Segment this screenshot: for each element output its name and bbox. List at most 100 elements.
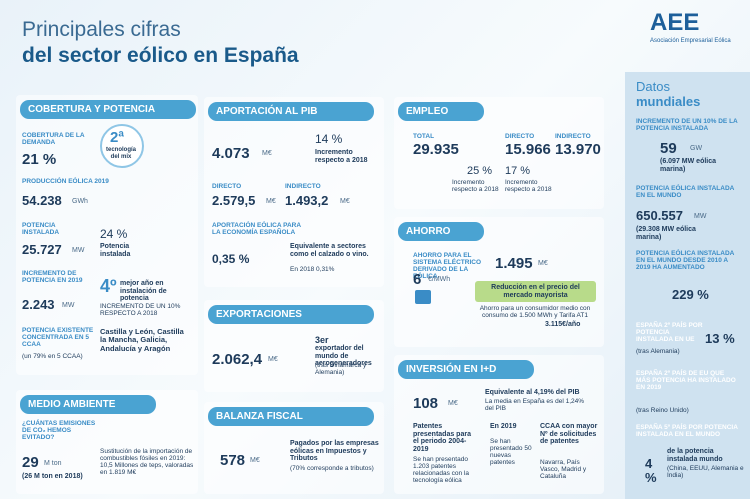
increase-label: INCREMENTO DE POTENCIA EN 2019 — [22, 270, 83, 285]
unit: M€ — [448, 400, 458, 407]
label: AHORRO PARA EL SISTEMA ELÉCTRICO DERIVAD… — [413, 252, 482, 281]
substitution: Sustitución de la importación de combust… — [100, 448, 194, 477]
equivalent: Equivalente al 4,19% del PIB — [485, 389, 580, 396]
production-unit: GWh — [72, 198, 88, 205]
total-label: TOTAL — [413, 133, 435, 140]
logo-subtitle: Asociación Empresarial Eólica — [650, 38, 731, 44]
direct-growth-text: Incremento respecto a 2018 — [505, 179, 552, 194]
indirect-value: 13.970 — [555, 141, 601, 158]
demand-label: COBERTURA DE LA DEMANDA — [22, 132, 85, 147]
eu2019-note: (tras Reino Unido) — [636, 407, 689, 414]
growth: 14 % — [315, 132, 343, 146]
question: ¿CUÁNTAS EMISIONES DE CO₂ HEMOS EVITADO? — [22, 420, 96, 442]
increase-value: 59 — [660, 140, 677, 157]
increase-value: 2.243 — [22, 297, 55, 312]
demand-value: 21 % — [22, 151, 57, 168]
patents-text: Se han presentado 1.203 patentes relacio… — [413, 456, 470, 485]
unit: M€ — [250, 457, 260, 464]
growth-label: POTENCIA EÓLICA INSTALADA EN EL MUNDO DE… — [636, 250, 735, 272]
value: 2.062,4 — [212, 351, 263, 368]
consumer-text: Ahorro para un consumidor medio con cons… — [479, 305, 591, 320]
patents-label: Patentes presentadas para el periodo 200… — [413, 423, 471, 454]
value: 578 — [220, 452, 246, 469]
note: (70% corresponde a tributos) — [290, 465, 374, 472]
eu-value: 13 % — [705, 331, 735, 346]
unit: M€ — [262, 150, 272, 157]
share-previous: En 2018 0,31% — [290, 266, 335, 273]
unit: M€ — [538, 260, 548, 267]
value: 4.073 — [212, 145, 250, 162]
direct-value: 2.579,5 — [212, 193, 256, 208]
panel — [204, 97, 384, 287]
existing-note: (un 79% en 5 CCAA) — [22, 353, 83, 360]
title-line1: Datos — [636, 79, 670, 94]
power-value: 25.727 — [22, 242, 62, 257]
total-growth: 25 % — [467, 165, 493, 177]
world-text: de la potencia instalada mundo — [667, 448, 723, 463]
share-label: APORTACIÓN EÓLICA PARA LA ECONOMÍA ESPAÑ… — [212, 222, 301, 237]
average: La media en España es del 1,24% del PIB — [485, 398, 585, 413]
production-value: 54.238 — [22, 193, 62, 208]
direct-value: 15.966 — [505, 141, 551, 158]
world-note: (China, EEUU, Alemania e India) — [667, 465, 744, 480]
title: APORTACIÓN AL PIB — [208, 102, 374, 121]
circle-icon — [100, 124, 144, 168]
mix-text: tecnología del mix — [105, 147, 136, 160]
eu-label: ESPAÑA 2º PAÍS POR POTENCIA INSTALADA EN… — [636, 322, 703, 344]
existing-label: POTENCIA EXISTENTE CONCENTRADA EN 5 CCAA — [22, 327, 94, 349]
direct-growth: 17 % — [505, 165, 531, 177]
rank-text: exportador del mundo de aerogeneradores — [315, 345, 372, 368]
title: EXPORTACIONES — [208, 305, 374, 324]
price-value: 6 — [413, 271, 422, 288]
title: MEDIO AMBIENTE — [20, 395, 156, 414]
direct-label: DIRECTO — [505, 133, 535, 140]
world-value: 4 % — [645, 456, 657, 486]
power-unit: MW — [72, 247, 85, 254]
power-pct-text: Potencia instalada — [100, 243, 131, 258]
rank-note: (tras Dinamarca y Alemania) — [315, 362, 367, 377]
value: 1.495 — [495, 255, 533, 272]
unit: M€ — [268, 356, 278, 363]
indirect-unit: M€ — [340, 198, 350, 205]
year-text: Se han presentado 50 nuevas patentes — [490, 438, 532, 467]
mix-rank: 2ª — [110, 129, 124, 146]
share-value: 0,35 % — [212, 252, 250, 266]
value: 108 — [413, 395, 439, 412]
title-line2: mundiales — [636, 94, 701, 109]
previous: (26 M ton en 2018) — [22, 473, 83, 480]
value: 29 — [22, 454, 39, 471]
increase-note: (6.097 MW eólica marina) — [660, 158, 717, 173]
text: Pagados por las empresas eólicas en Impu… — [290, 440, 379, 463]
increase-unit: GW — [690, 145, 703, 152]
power-note: (29.308 MW eólica marina) — [636, 226, 696, 241]
price-unit: €/MWh — [428, 276, 451, 283]
increase-unit: MW — [62, 302, 75, 309]
title: COBERTURA Y POTENCIA — [20, 100, 196, 119]
title: BALANZA FISCAL — [208, 407, 374, 426]
world-panel — [625, 72, 750, 499]
indirect-value: 1.493,2 — [285, 193, 329, 208]
consumer-value: 3.115€/año — [545, 321, 581, 328]
title: INVERSIÓN EN I+D — [398, 360, 534, 379]
growth-value: 229 % — [672, 287, 709, 302]
logo: AEE — [650, 9, 700, 36]
best-text: mejor año en instalación de potencia — [120, 280, 167, 303]
regions-text: Navarra, País Vasco, Madrid y Cataluña — [540, 459, 587, 481]
title: AHORRO — [398, 222, 484, 241]
best-rank: 4º — [100, 276, 117, 296]
price-text: Reducción en el precio del mercado mayor… — [475, 281, 596, 303]
power-value: 650.557 — [636, 208, 683, 223]
eu2019-label: ESPAÑA 2º PAÍS DE EU QUE MÁS POTENCIA HA… — [636, 370, 736, 392]
title-line1: Principales cifras — [22, 18, 181, 41]
regions-label: CCAA con mayor Nº de solicitudes de pate… — [540, 423, 598, 446]
unit: M ton — [44, 460, 62, 467]
total-value: 29.935 — [413, 141, 459, 158]
rank: 3er — [315, 335, 329, 345]
indirect-label: INDIRECTO — [285, 183, 321, 190]
total-growth-text: Incremento respecto a 2018 — [452, 179, 499, 194]
title: EMPLEO — [398, 102, 484, 121]
power-label: POTENCIA INSTALADA — [22, 222, 60, 237]
year-label: En 2019 — [490, 423, 517, 430]
direct-unit: M€ — [266, 198, 276, 205]
